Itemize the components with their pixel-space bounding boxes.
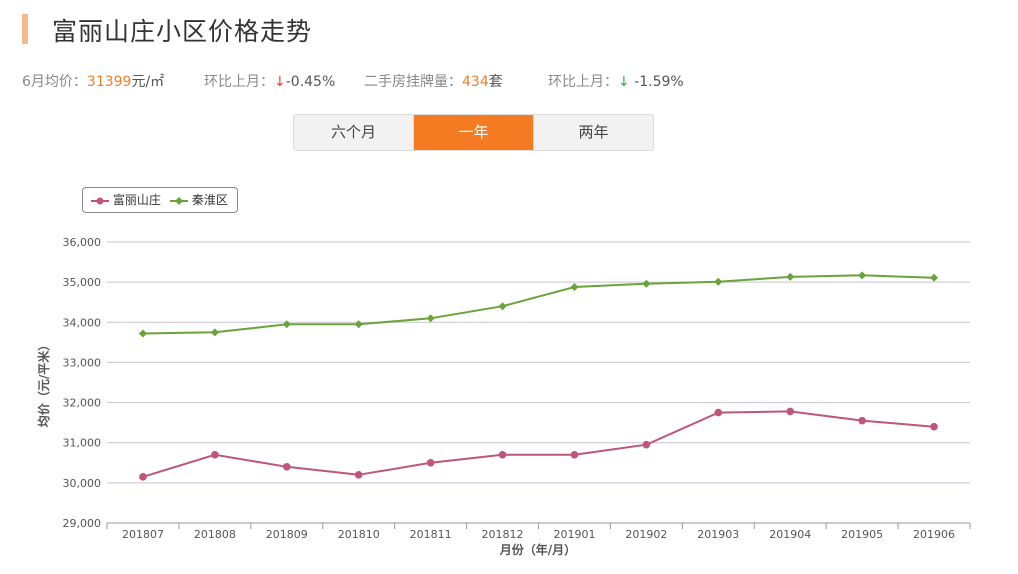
x-axis-ticks: 201807 201808 201809 201810 201811 201812 2019… [106, 523, 971, 541]
listing-mom-stat: 环比上月：↓ -1.59% [548, 71, 684, 91]
x-axis-label: 月份（年/月） [499, 542, 576, 557]
data-point [858, 271, 867, 280]
data-point [858, 416, 866, 425]
data-point [139, 473, 147, 481]
line-marker-icon [170, 196, 188, 205]
data-point [570, 282, 579, 291]
data-point [714, 408, 723, 417]
data-point [426, 458, 435, 467]
arrow-down-icon: ↓ [618, 74, 630, 90]
data-point [138, 329, 147, 338]
series-lines [138, 271, 939, 481]
y-tick-label: 36,000 [63, 236, 102, 249]
period-tabs: 六个月 一年 两年 [293, 114, 654, 151]
data-point [211, 450, 219, 459]
data-point [282, 463, 291, 471]
x-tick-label: 201807 [122, 528, 164, 541]
page-title: 富丽山庄小区价格走势 [52, 17, 313, 46]
data-point [210, 328, 219, 337]
y-tick-label: 30,000 [63, 477, 102, 490]
y-tick-label: 32,000 [63, 397, 102, 410]
data-point [786, 407, 795, 416]
y-axis-ticks: 29,000 30,000 31,000 32,000 33,000 34,000 35,0… [63, 236, 102, 530]
x-tick-label: 201905 [841, 528, 883, 541]
tab-six-months[interactable]: 六个月 [330, 123, 376, 141]
series-line-2 [142, 274, 935, 335]
data-point [354, 471, 363, 479]
y-tick-label: 29,000 [63, 517, 102, 530]
x-tick-label: 201901 [553, 528, 595, 541]
x-tick-label: 201811 [410, 528, 452, 541]
legend-item-series-2[interactable]: 秦淮区 [170, 188, 228, 212]
avg-price-value: 31399 [86, 74, 132, 90]
data-point [714, 277, 723, 286]
data-point [642, 440, 651, 449]
data-point [642, 279, 651, 288]
listing-count-unit: 套 [488, 74, 503, 90]
avg-price-stat: 6月均价：31399元/㎡ [22, 71, 164, 91]
arrow-down-icon: ↓ [274, 74, 286, 90]
data-point [354, 320, 363, 329]
x-tick-label: 201810 [338, 528, 380, 541]
data-point [498, 450, 507, 459]
y-axis-label: 均价（元/平米） [36, 339, 51, 427]
data-point [498, 302, 507, 311]
y-tick-label: 31,000 [63, 437, 102, 450]
x-tick-label: 201808 [194, 528, 236, 541]
x-tick-label: 201906 [913, 528, 955, 541]
y-tick-label: 35,000 [63, 276, 102, 289]
listing-mom-value: -1.59% [634, 74, 684, 90]
data-point [282, 320, 291, 329]
y-tick-label: 34,000 [63, 316, 102, 329]
avg-price-label: 6月均价： [22, 74, 87, 90]
series-line-1 [142, 410, 935, 478]
data-point [570, 450, 579, 459]
legend-label-series-1: 富丽山庄 [112, 193, 161, 207]
grid-lines [107, 241, 970, 524]
x-tick-label: 201902 [625, 528, 667, 541]
data-point [930, 273, 939, 282]
legend-item-series-1[interactable]: 富丽山庄 [91, 188, 161, 212]
chart-legend: 富丽山庄 秦淮区 [82, 187, 238, 213]
legend-label-series-2: 秦淮区 [191, 193, 228, 207]
x-tick-label: 201903 [697, 528, 739, 541]
x-tick-label: 201904 [769, 528, 811, 541]
listing-count-label: 二手房挂牌量： [364, 74, 462, 90]
data-point [426, 314, 435, 323]
tab-two-years[interactable]: 两年 [533, 115, 653, 150]
listing-count-value: 434 [462, 74, 489, 90]
x-tick-label: 201812 [482, 528, 524, 541]
price-mom-value: -0.45% [285, 74, 336, 90]
line-marker-icon [91, 197, 109, 204]
data-point [930, 422, 938, 431]
listing-mom-label: 环比上月： [548, 74, 618, 90]
listing-count-stat: 二手房挂牌量：434套 [364, 71, 503, 91]
data-point [786, 272, 795, 281]
y-tick-label: 33,000 [63, 356, 102, 369]
tab-one-year[interactable]: 一年 [413, 115, 533, 150]
price-mom-stat: 环比上月：↓-0.45% [204, 71, 335, 91]
x-tick-label: 201809 [266, 528, 308, 541]
price-mom-label: 环比上月： [204, 74, 274, 90]
avg-price-unit: 元/㎡ [131, 74, 165, 90]
title-accent-bar [22, 14, 28, 44]
